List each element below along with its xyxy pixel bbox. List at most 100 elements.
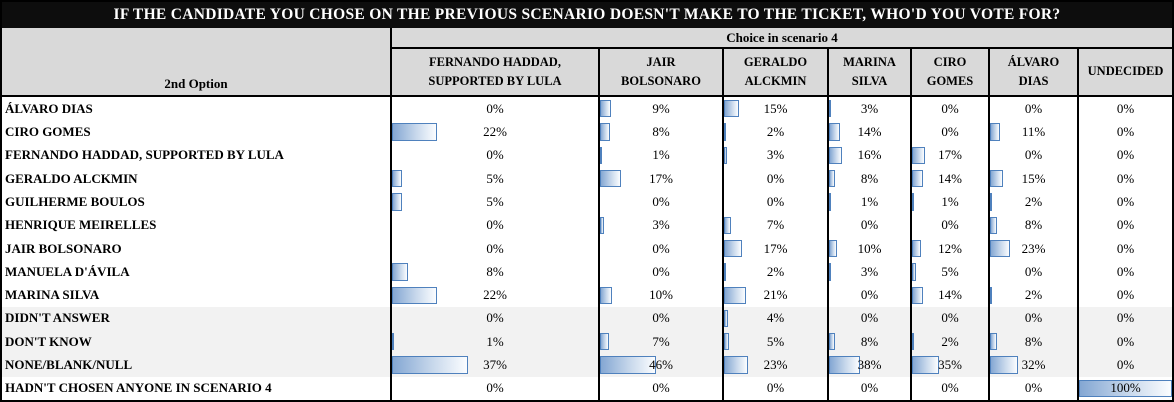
value-text: 0% xyxy=(1116,287,1135,303)
value-text: 0% xyxy=(766,193,785,209)
data-bar xyxy=(990,239,1010,258)
value-cell: 3% xyxy=(722,143,827,167)
value-cell: 0% xyxy=(1077,120,1172,144)
value-cell: 10% xyxy=(827,236,910,261)
value-text: 4% xyxy=(766,310,785,326)
value-cell: 15% xyxy=(722,97,827,121)
value-cell: 0% xyxy=(390,376,598,401)
column-header-line: SUPPORTED BY LULA xyxy=(428,74,562,88)
value-cell: 0% xyxy=(598,306,722,331)
value-text: 0% xyxy=(1116,147,1135,163)
value-cell: 0% xyxy=(988,260,1077,284)
data-bar xyxy=(724,309,729,328)
row-label: NONE/BLANK/NULL xyxy=(5,357,133,373)
value-text: 23% xyxy=(763,357,788,373)
value-text: 32% xyxy=(1021,357,1046,373)
row-label: HADN'T CHOSEN ANYONE IN SCENARIO 4 xyxy=(5,380,272,396)
table-title: IF THE CANDIDATE YOU CHOSE ON THE PREVIO… xyxy=(2,2,1172,28)
value-text: 0% xyxy=(1116,100,1135,116)
value-text: 5% xyxy=(486,170,504,186)
value-text: 0% xyxy=(1024,147,1043,163)
value-cell: 4% xyxy=(722,306,827,331)
table-row: DIDN'T ANSWER 0% 0% 4% 0% 0% 0% 0% xyxy=(2,306,1172,331)
row-label: MANUELA D'ÁVILA xyxy=(5,263,130,279)
column-header-line: SILVA xyxy=(851,74,888,88)
value-cell: 0% xyxy=(390,97,598,121)
value-cell: 3% xyxy=(827,260,910,284)
value-cell: 3% xyxy=(598,213,722,237)
value-text: 0% xyxy=(941,217,959,233)
value-cell: 7% xyxy=(598,330,722,354)
value-text: 0% xyxy=(486,217,504,233)
value-text: 38% xyxy=(857,357,882,373)
value-text: 0% xyxy=(1024,100,1043,116)
column-header-line: DIAS xyxy=(1018,74,1049,88)
value-cell: 0% xyxy=(1077,143,1172,167)
value-cell: 8% xyxy=(827,330,910,354)
value-cell: 0% xyxy=(722,376,827,401)
value-cell: 5% xyxy=(910,260,988,284)
value-text: 16% xyxy=(857,147,882,163)
value-cell: 0% xyxy=(988,143,1077,167)
value-cell: 0% xyxy=(910,213,988,237)
column-header-gomes: CIRO GOMES xyxy=(910,49,988,95)
data-bar xyxy=(392,286,438,304)
value-text: 46% xyxy=(649,357,673,373)
column-header-undecided: UNDECIDED xyxy=(1077,49,1172,95)
value-cell: 2% xyxy=(988,283,1077,307)
table-row: ÁLVARO DIAS 0% 9% 15% 3% 0% 0% 0% xyxy=(2,97,1172,121)
column-header-line: BOLSONARO xyxy=(621,74,701,88)
value-text: 7% xyxy=(652,333,670,349)
value-cell: 8% xyxy=(988,330,1077,354)
column-header-line: UNDECIDED xyxy=(1087,64,1164,79)
value-cell: 14% xyxy=(827,120,910,144)
value-cell: 0% xyxy=(1077,283,1172,307)
value-text: 8% xyxy=(1024,217,1043,233)
data-bar xyxy=(829,146,842,164)
data-bar xyxy=(600,286,613,304)
value-text: 37% xyxy=(483,357,507,373)
row-label: FERNANDO HADDAD, SUPPORTED BY LULA xyxy=(5,147,284,163)
value-text: 8% xyxy=(860,170,879,186)
row-label: GUILHERME BOULOS xyxy=(5,193,145,209)
data-bar xyxy=(724,333,730,351)
value-text: 7% xyxy=(766,217,785,233)
data-bar xyxy=(990,356,1018,374)
value-cell: 0% xyxy=(390,143,598,167)
value-cell: 23% xyxy=(722,353,827,377)
value-text: 12% xyxy=(938,240,962,256)
row-label: CIRO GOMES xyxy=(5,123,91,139)
value-text: 22% xyxy=(483,287,507,303)
value-text: 0% xyxy=(1116,123,1135,139)
table-row: GUILHERME BOULOS 5% 0% 0% 1% 1% 2% 0% xyxy=(2,190,1172,214)
data-bar xyxy=(600,123,610,141)
value-text: 14% xyxy=(857,123,882,139)
value-cell: 0% xyxy=(390,306,598,331)
column-header-haddad: FERNANDO HADDAD, SUPPORTED BY LULA xyxy=(390,49,598,95)
value-text: 0% xyxy=(860,217,879,233)
column-header-silva: MARINA SILVA xyxy=(827,49,910,95)
value-text: 5% xyxy=(766,333,785,349)
data-bar xyxy=(724,286,746,304)
value-text: 14% xyxy=(938,287,962,303)
data-bar xyxy=(392,263,409,281)
value-cell: 1% xyxy=(910,190,988,214)
value-text: 21% xyxy=(763,287,788,303)
value-cell: 0% xyxy=(910,376,988,401)
value-text: 2% xyxy=(1024,193,1043,209)
data-bar xyxy=(912,356,939,374)
row-label: ÁLVARO DIAS xyxy=(5,100,93,116)
value-text: 0% xyxy=(486,147,504,163)
column-header-dias: ÁLVARO DIAS xyxy=(988,49,1077,95)
value-text: 10% xyxy=(857,240,882,256)
value-cell: 0% xyxy=(598,376,722,401)
data-bar xyxy=(724,239,742,258)
data-bar xyxy=(912,146,925,164)
value-cell: 14% xyxy=(910,166,988,191)
value-text: 0% xyxy=(486,310,504,326)
row-axis-header: 2nd Option xyxy=(2,28,390,95)
data-bar xyxy=(600,146,602,164)
column-header-line: ALCKMIN xyxy=(744,74,807,88)
value-cell: 0% xyxy=(1077,213,1172,237)
data-bar xyxy=(392,333,395,351)
